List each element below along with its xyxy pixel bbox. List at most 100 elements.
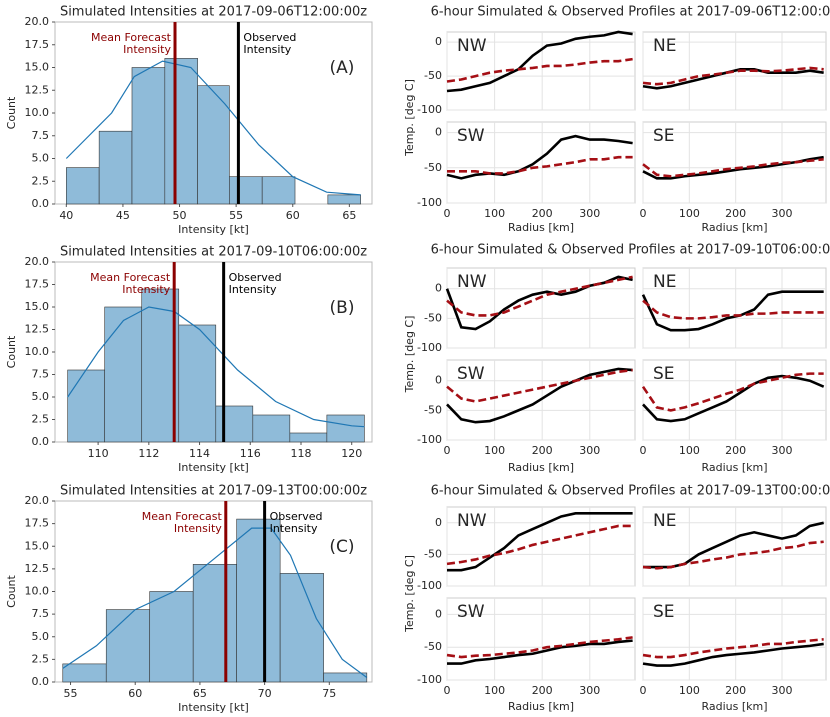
kde-line	[65, 60, 361, 196]
x-tick-label: 55	[229, 209, 243, 222]
profile-line	[445, 275, 633, 331]
plot-area	[642, 267, 827, 349]
panel-label: NW	[457, 36, 487, 56]
x-tick-label: 200	[725, 684, 746, 697]
observed-label: Intensity	[270, 522, 318, 535]
x-axis-label: Radius [km]	[701, 461, 767, 474]
x-tick-label: 116	[240, 447, 261, 460]
panel-label: SW	[457, 126, 485, 146]
profile-line	[446, 636, 633, 659]
bar	[229, 176, 263, 205]
panel-label: NE	[653, 511, 676, 531]
observed-label: Observed	[229, 271, 282, 284]
plot-area	[446, 121, 636, 204]
x-tick-label: 40	[59, 209, 73, 222]
x-tick-label: 60	[286, 209, 300, 222]
profile-line	[446, 368, 633, 403]
profile-line	[447, 155, 633, 175]
y-tick-label: 0	[435, 374, 442, 387]
x-axis-label: Radius [km]	[701, 700, 767, 713]
x-tick-label: 0	[444, 207, 451, 220]
y-axis-label: Count	[5, 96, 18, 129]
x-tick-label: 200	[532, 684, 553, 697]
y-tick-label: 0	[435, 516, 442, 529]
chart-title: 6-hour Simulated & Observed Profiles at …	[431, 484, 830, 499]
x-tick-label: 200	[725, 207, 746, 220]
mean_forecast-label: Mean Forecast	[91, 31, 172, 44]
y-axis-label: Count	[5, 574, 18, 607]
profile-line	[642, 540, 824, 570]
mean_forecast-label: Intensity	[174, 522, 222, 535]
y-tick-label: -100	[417, 673, 442, 686]
y-tick-label: 20.0	[25, 255, 50, 268]
x-tick-label: 0	[444, 684, 451, 697]
x-tick-label: 100	[679, 684, 700, 697]
profile-line	[446, 57, 633, 83]
y-tick-label: 10.0	[25, 106, 50, 119]
y-tick-label: -100	[417, 433, 442, 446]
y-tick-label: 2.5	[32, 413, 50, 426]
profile-line	[446, 524, 633, 566]
chart-title: Simulated Intensities at 2017-09-13T00:0…	[60, 484, 367, 499]
bar	[149, 591, 194, 683]
plot-area	[446, 31, 636, 111]
profile-line	[642, 374, 825, 423]
x-tick-label: 0	[640, 207, 647, 220]
mean_forecast-label: Intensity	[123, 43, 171, 56]
y-tick-label: 0	[435, 282, 442, 295]
bar	[192, 564, 237, 683]
y-tick-label: 12.5	[25, 562, 50, 575]
y-tick-label: 2.5	[32, 652, 50, 665]
chart-title: Simulated Intensities at 2017-09-06T12:0…	[60, 5, 367, 20]
y-tick-label: -50	[424, 69, 442, 82]
y-tick-label: 0.0	[32, 197, 50, 210]
x-tick-label: 100	[484, 444, 505, 457]
y-tick-label: 5.0	[32, 152, 50, 165]
x-axis-label: Intensity [kt]	[178, 701, 249, 714]
bar	[98, 130, 133, 205]
y-axis-label: Count	[5, 335, 18, 368]
x-tick-label: 300	[579, 444, 600, 457]
panel-label: NW	[457, 272, 487, 292]
mean_forecast-label: Mean Forecast	[90, 271, 171, 284]
x-tick-label: 200	[532, 444, 553, 457]
bar	[252, 414, 291, 443]
panel-label: NE	[653, 272, 676, 292]
bar	[261, 176, 296, 205]
x-tick-label: 65	[342, 209, 356, 222]
mean_forecast-label: Intensity	[122, 283, 170, 296]
bar	[327, 194, 361, 205]
x-tick-label: 114	[189, 447, 210, 460]
panel-label: SE	[653, 602, 675, 622]
bar	[105, 609, 151, 683]
bar	[62, 663, 107, 683]
profile-line	[642, 155, 824, 180]
chart-title: 6-hour Simulated & Observed Profiles at …	[431, 5, 830, 20]
bar	[289, 432, 328, 443]
y-tick-label: -100	[417, 579, 442, 592]
mean_forecast-label: Mean Forecast	[142, 510, 223, 523]
x-tick-label: 300	[579, 207, 600, 220]
x-tick-label: 45	[116, 209, 130, 222]
x-tick-label: 100	[679, 207, 700, 220]
panel-label: SW	[457, 364, 485, 384]
x-tick-label: 300	[771, 444, 792, 457]
x-tick-label: 300	[771, 684, 792, 697]
y-tick-label: 5.0	[32, 630, 50, 643]
plot-area	[446, 597, 636, 681]
profile-line	[446, 367, 633, 424]
y-tick-label: 0	[435, 35, 442, 48]
x-axis-label: Intensity [kt]	[178, 461, 249, 474]
panel-label: SE	[653, 364, 675, 384]
y-tick-label: 15.0	[25, 300, 50, 313]
x-axis-label: Radius [km]	[701, 221, 767, 234]
x-tick-label: 100	[484, 207, 505, 220]
y-tick-label: -100	[417, 103, 442, 116]
y-tick-label: 5.0	[32, 390, 50, 403]
bar	[66, 167, 100, 205]
y-tick-label: 7.5	[32, 368, 50, 381]
x-tick-label: 120	[341, 447, 362, 460]
x-axis-label: Radius [km]	[508, 700, 574, 713]
y-tick-label: 10.0	[25, 345, 50, 358]
